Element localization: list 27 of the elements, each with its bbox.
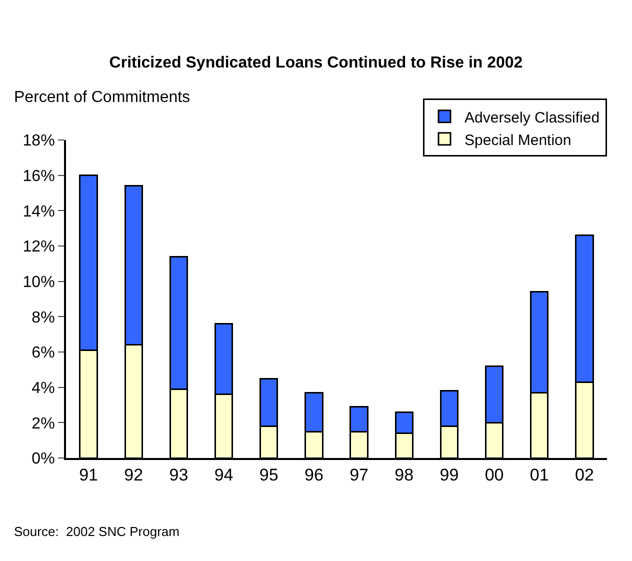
source-note: Source: 2002 SNC Program [14, 524, 180, 539]
y-tick-label: 16% [22, 168, 55, 185]
y-tick-label: 10% [22, 274, 55, 291]
x-tick-label: 00 [484, 465, 504, 484]
x-tick-label: 98 [394, 465, 414, 484]
y-tick-label: 14% [22, 203, 55, 220]
y-tick-label: 4% [32, 380, 55, 397]
x-tick-label: 94 [214, 465, 234, 484]
chart-title: Criticized Syndicated Loans Continued to Rise in 2002 [109, 54, 523, 72]
x-tick-label: 01 [530, 465, 549, 484]
x-tick-label: 91 [79, 465, 98, 484]
y-tick-label: 6% [32, 344, 55, 362]
x-tick-label: 99 [440, 465, 459, 484]
x-tick-label: 02 [575, 465, 594, 484]
x-tick-label: 95 [259, 465, 278, 484]
x-tick-label: 97 [350, 465, 368, 484]
legend-label: Adversely Classified [464, 109, 600, 126]
y-tick-label: 12% [22, 238, 55, 256]
x-tick-label: 93 [169, 465, 188, 484]
y-axis-title: Percent of Commitments [14, 89, 190, 106]
x-tick-label: 96 [304, 465, 324, 484]
y-tick-label: 18% [22, 132, 55, 150]
x-tick-label: 92 [124, 465, 144, 484]
y-tick-label: 8% [32, 309, 55, 326]
y-tick-label: 0% [32, 450, 55, 468]
y-tick-label: 2% [32, 415, 55, 432]
legend-label: Special Mention [464, 132, 572, 149]
